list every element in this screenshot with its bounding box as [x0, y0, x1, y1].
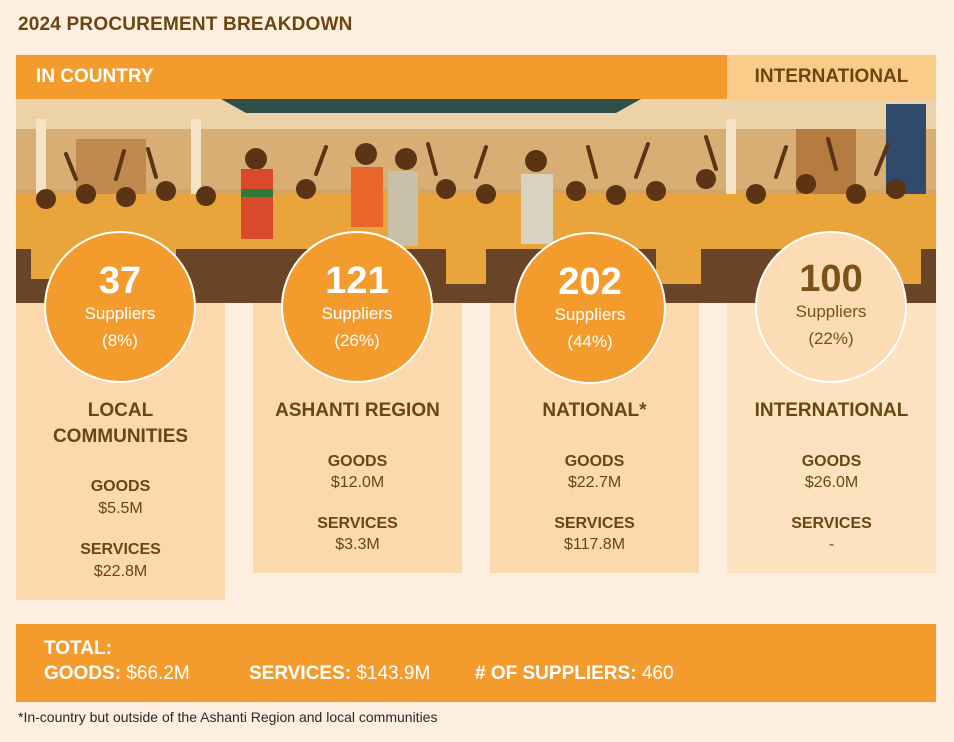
total-bar: TOTAL: GOODS: $66.2M SERVICES: $143.9M #…	[16, 624, 936, 702]
supplier-percent: (22%)	[808, 329, 854, 348]
supplier-count: 100	[799, 258, 863, 300]
goods-value: $22.7M	[567, 474, 622, 491]
services-value: $3.3M	[335, 536, 380, 553]
goods-value: $5.5M	[98, 500, 143, 517]
region-title-national: NATIONAL*	[542, 400, 647, 421]
page-title: 2024 PROCUREMENT BREAKDOWN	[18, 14, 353, 35]
in-country-band: IN COUNTRY	[16, 55, 727, 99]
goods-label: GOODS	[90, 478, 151, 495]
suppliers-label: Suppliers	[321, 304, 393, 323]
total-goods-label: GOODS:	[44, 663, 122, 684]
goods-value: $12.0M	[330, 474, 385, 491]
services-value: -	[828, 536, 835, 553]
region-title-ashanti: ASHANTI REGION	[275, 400, 440, 421]
supplier-count-circle-ashanti: 121 Suppliers (26%)	[281, 231, 433, 383]
supplier-count-circle-international: 100 Suppliers (22%)	[755, 231, 907, 383]
total-values: GOODS: $66.2M SERVICES: $143.9M # OF SUP…	[44, 661, 936, 687]
services-value: $22.8M	[93, 563, 148, 580]
goods-label: GOODS	[327, 453, 388, 470]
total-services-value: $143.9M	[356, 663, 431, 684]
supplier-count-circle-local: 37 Suppliers (8%)	[44, 231, 196, 383]
supplier-percent: (8%)	[102, 331, 138, 350]
international-band: INTERNATIONAL	[727, 55, 936, 99]
services-label: SERVICES	[317, 515, 398, 532]
total-services-label: SERVICES:	[249, 663, 352, 684]
column-international: INTERNATIONAL GOODS $26.0M SERVICES -	[727, 303, 936, 573]
services-label: SERVICES	[791, 515, 872, 532]
region-title-local: LOCAL COMMUNITIES	[52, 400, 189, 447]
supplier-count: 121	[325, 260, 389, 302]
supplier-percent: (26%)	[334, 331, 380, 350]
suppliers-label: Suppliers	[554, 305, 626, 324]
total-suppliers-value: 460	[641, 663, 674, 684]
goods-label: GOODS	[801, 453, 862, 470]
suppliers-label: Suppliers	[84, 304, 156, 323]
supplier-count: 37	[98, 260, 142, 302]
footnote: *In-country but outside of the Ashanti R…	[18, 709, 438, 725]
total-suppliers-label: # OF SUPPLIERS:	[475, 663, 637, 684]
supplier-percent: (44%)	[567, 332, 613, 351]
services-label: SERVICES	[554, 515, 635, 532]
region-title-international: INTERNATIONAL	[754, 400, 909, 421]
suppliers-label: Suppliers	[795, 302, 867, 321]
total-label: TOTAL:	[44, 638, 112, 659]
services-label: SERVICES	[80, 541, 161, 558]
goods-value: $26.0M	[804, 474, 859, 491]
goods-label: GOODS	[564, 453, 625, 470]
supplier-count-circle-national: 202 Suppliers (44%)	[514, 232, 666, 384]
services-value: $117.8M	[563, 536, 626, 553]
supplier-count: 202	[558, 261, 622, 303]
total-goods-value: $66.2M	[126, 663, 190, 684]
